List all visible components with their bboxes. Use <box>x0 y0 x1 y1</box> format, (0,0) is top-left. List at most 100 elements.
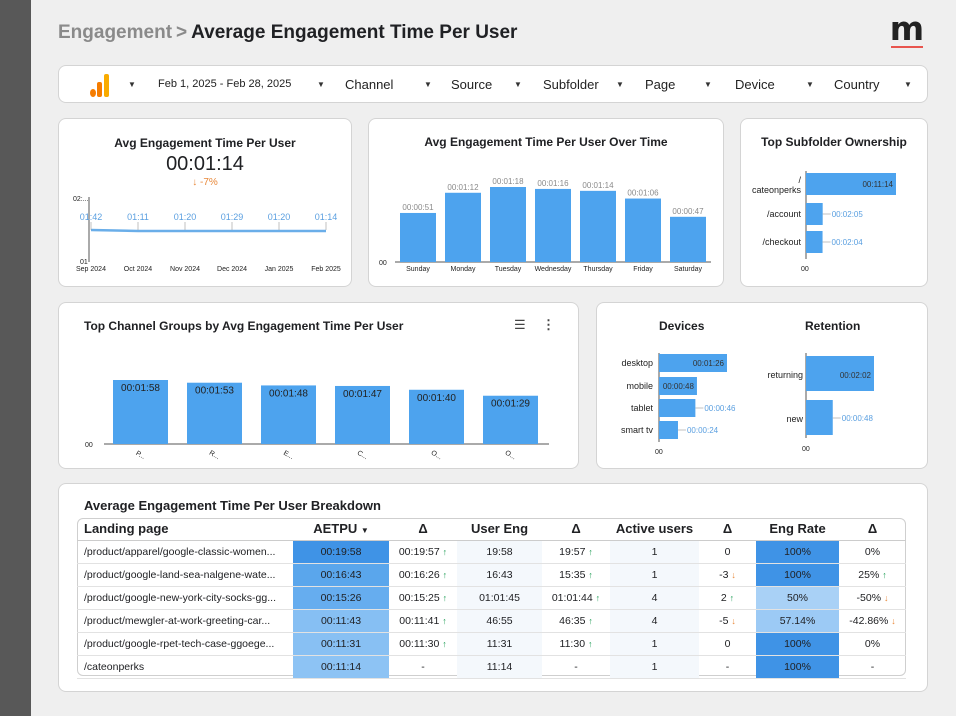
cell-aetpu: 00:11:14 <box>293 655 389 679</box>
filter-page[interactable]: Page <box>645 77 676 92</box>
delta-value: 0 <box>724 637 731 650</box>
table-row[interactable]: /product/google-land-sea-nalgene-wate...… <box>77 563 906 587</box>
x-tick-label: Friday <box>633 266 653 273</box>
data-label: 00:11:14 <box>862 180 893 189</box>
user-eng-value: 01:01:45 <box>479 591 520 604</box>
cell-active-users-delta: 0 <box>699 632 756 656</box>
cell-landing-page[interactable]: /product/google-new-york-city-socks-gg..… <box>77 586 293 610</box>
col-aetpu-label: AETPU <box>313 521 358 537</box>
bar <box>535 188 571 262</box>
data-label: 00:02:04 <box>832 238 864 247</box>
cell-aetpu: 00:16:43 <box>293 563 389 587</box>
filter-icon[interactable]: ☰ <box>514 317 526 332</box>
table-row[interactable]: /product/apparel/google-classic-women...… <box>77 540 906 564</box>
cell-user-eng-delta: 01:01:44 ↑ <box>542 586 610 610</box>
bar <box>113 380 168 444</box>
series-line <box>90 228 326 233</box>
cell-landing-page[interactable]: /product/mewgler-at-work-greeting-car... <box>77 609 293 633</box>
data-label: 00:00:24 <box>687 426 719 435</box>
delta-value: 2 <box>720 591 727 604</box>
eng-rate-value: 100% <box>784 568 811 581</box>
cell-user-eng: 19:58 <box>457 540 542 564</box>
bar <box>187 382 242 444</box>
col-delta[interactable]: Δ <box>699 518 756 541</box>
caret-down-icon[interactable]: ▼ <box>704 80 712 89</box>
cell-landing-page[interactable]: /product/apparel/google-classic-women... <box>77 540 293 564</box>
col-delta[interactable]: Δ <box>542 518 610 541</box>
cell-landing-page[interactable]: /product/google-land-sea-nalgene-wate... <box>77 563 293 587</box>
arrow-down-icon: ↓ <box>891 615 896 626</box>
more-vert-icon[interactable]: ⋮ <box>542 317 555 332</box>
devices-retention-chart: 00 00 desktop 00:01:26 mobile 00:00:48 table… <box>621 353 874 456</box>
table-row[interactable]: /product/google-rpet-tech-case-ggoege...… <box>77 632 906 656</box>
table-row[interactable]: /product/mewgler-at-work-greeting-car...… <box>77 609 906 633</box>
delta-value: 19:57 <box>559 545 586 558</box>
cell-active-users: 1 <box>610 632 699 656</box>
filter-source[interactable]: Source <box>451 77 493 92</box>
cell-landing-page[interactable]: /cateonperks <box>77 655 293 679</box>
x-tick-label: Sep 2024 <box>76 266 106 273</box>
filter-country[interactable]: Country <box>834 77 880 92</box>
table-row[interactable]: /product/google-new-york-city-socks-gg..… <box>77 586 906 610</box>
arrow-down-icon: ↓ <box>731 615 736 626</box>
table-row[interactable]: /cateonperks 00:11:14 - 11:14 - 1 - 100% - <box>77 655 906 679</box>
sort-desc-icon[interactable]: ▼ <box>360 526 369 536</box>
cell-aetpu-delta: 00:19:57 ↑ <box>389 540 457 564</box>
bar <box>806 231 823 253</box>
cell-user-eng: 11:31 <box>457 632 542 656</box>
bar <box>261 385 316 444</box>
filter-channel[interactable]: Channel <box>345 77 394 92</box>
data-label: 00:02:02 <box>840 371 872 380</box>
active-users-value: 1 <box>651 637 658 650</box>
page-title-text: Average Engagement Time Per User <box>191 22 518 43</box>
user-eng-value: 16:43 <box>486 568 513 581</box>
bar <box>659 377 697 395</box>
caret-down-icon[interactable]: ▼ <box>806 80 814 89</box>
arrow-up-icon: ↑ <box>588 615 593 626</box>
data-label: 01:42 <box>80 212 103 222</box>
x-tick-zero: 00 <box>801 266 809 273</box>
caret-down-icon[interactable]: ▼ <box>424 80 432 89</box>
kpi-sparkline: 02:... 01 01:42 Sep 2024 01:11 Oct 2024 01:2… <box>73 196 341 273</box>
caret-down-icon[interactable]: ▼ <box>616 80 624 89</box>
data-label: 01:29 <box>221 212 244 222</box>
over-time-title: Avg Engagement Time Per User Over Time <box>424 135 668 149</box>
cell-active-users: 4 <box>610 586 699 610</box>
breadcrumb-engagement[interactable]: Engagement <box>58 22 173 43</box>
bar <box>400 212 436 262</box>
y-tick-label: cateonperks <box>752 185 802 195</box>
bar <box>625 198 661 262</box>
col-eng-rate[interactable]: Eng Rate <box>756 518 839 541</box>
arrow-up-icon: ↑ <box>729 592 735 603</box>
delta-value: 46:35 <box>559 614 586 627</box>
retention-title: Retention <box>805 319 861 333</box>
bar <box>409 389 464 444</box>
devices-title: Devices <box>659 319 705 333</box>
col-landing-page[interactable]: Landing page <box>77 518 293 541</box>
cell-user-eng-delta: 46:35 ↑ <box>542 609 610 633</box>
arrow-up-icon: ↑ <box>442 546 448 557</box>
col-delta[interactable]: Δ <box>839 518 906 541</box>
y-tick-label: / <box>798 175 801 185</box>
col-active-users[interactable]: Active users <box>610 518 699 541</box>
col-aetpu[interactable]: AETPU ▼ <box>293 518 389 541</box>
col-user-eng[interactable]: User Eng <box>457 518 542 541</box>
y-tick-bottom: 01 <box>80 259 88 266</box>
caret-down-icon[interactable]: ▼ <box>317 80 325 89</box>
cell-landing-page[interactable]: /product/google-rpet-tech-case-ggoege... <box>77 632 293 656</box>
caret-down-icon[interactable]: ▼ <box>128 80 136 89</box>
filter-device[interactable]: Device <box>735 77 775 92</box>
caret-down-icon[interactable]: ▼ <box>904 80 912 89</box>
filter-subfolder[interactable]: Subfolder <box>543 77 599 92</box>
arrow-up-icon: ↑ <box>442 592 448 603</box>
x-tick-label: O... <box>430 450 443 462</box>
cell-active-users: 4 <box>610 609 699 633</box>
caret-down-icon[interactable]: ▼ <box>514 80 522 89</box>
col-delta[interactable]: Δ <box>389 518 457 541</box>
cell-aetpu: 00:19:58 <box>293 540 389 564</box>
arrow-up-icon: ↑ <box>588 546 593 557</box>
date-range-filter[interactable]: Feb 1, 2025 - Feb 28, 2025 <box>158 78 292 90</box>
cell-user-eng-delta: - <box>542 655 610 679</box>
data-label: 00:01:48 <box>269 388 308 399</box>
eng-rate-value: 100% <box>784 545 811 558</box>
